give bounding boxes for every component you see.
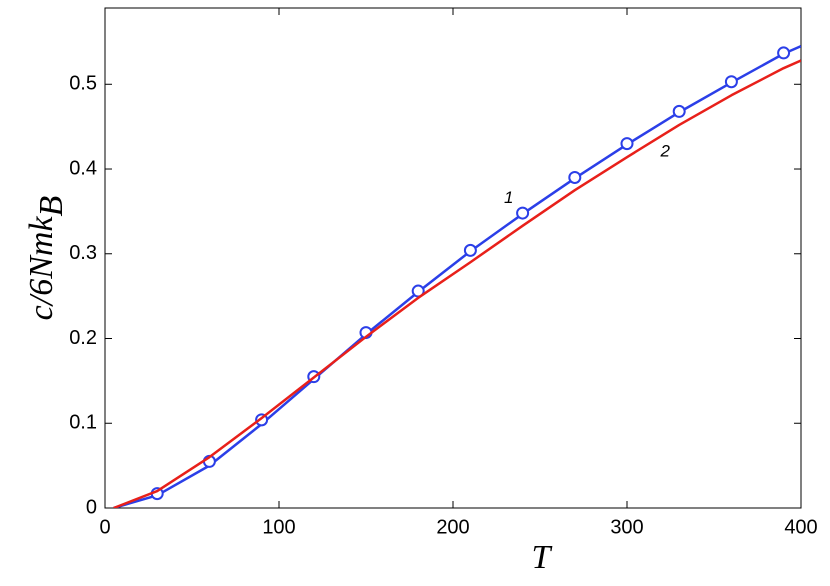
x-tick-label: 200 — [436, 516, 469, 538]
marker — [620, 137, 634, 151]
y-tick-label: 0 — [86, 496, 97, 518]
y-axis-label-main: c/6Nmk — [23, 216, 60, 321]
x-tick-label: 300 — [610, 516, 643, 538]
y-tick-label: 0.1 — [69, 412, 97, 434]
x-tick-label: 400 — [784, 516, 817, 538]
plot-frame — [104, 7, 802, 509]
y-tick-label: 0.3 — [69, 242, 97, 264]
x-tick-label: 0 — [99, 516, 110, 538]
y-tick-label: 0.2 — [69, 327, 97, 349]
y-axis-label-sub: B — [33, 195, 70, 216]
y-tick-label: 0.5 — [69, 73, 97, 95]
marker — [724, 75, 738, 89]
marker — [516, 206, 530, 220]
y-tick-label: 0.4 — [69, 157, 97, 179]
marker — [568, 170, 582, 184]
annotation: 1 — [504, 188, 513, 207]
marker — [777, 46, 791, 60]
series-line — [113, 59, 801, 508]
y-axis-label: c/6NmkB — [23, 195, 70, 320]
x-axis-label: T — [532, 539, 553, 576]
marker — [463, 243, 477, 257]
annotation: 2 — [660, 142, 671, 161]
x-tick-label: 100 — [262, 516, 295, 538]
marker — [672, 104, 686, 118]
